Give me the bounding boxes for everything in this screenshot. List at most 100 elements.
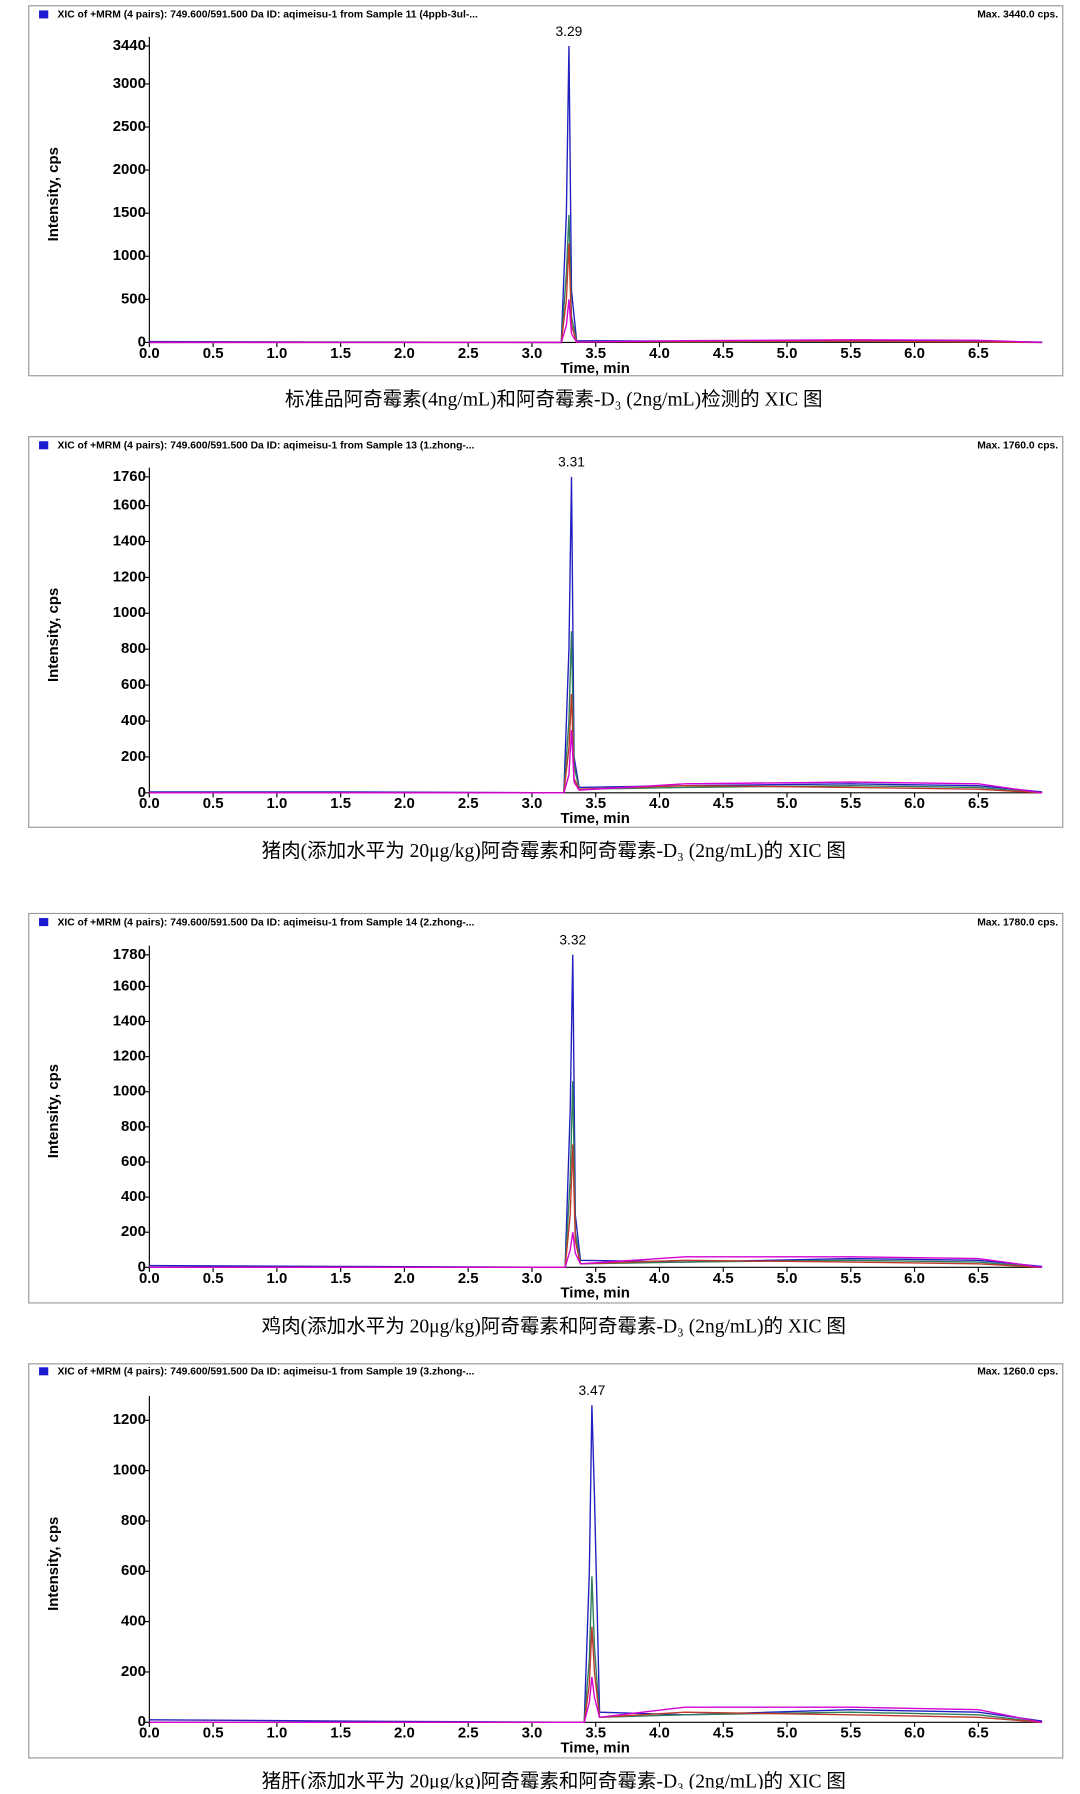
x-tick-label: 2.5 [458, 345, 479, 362]
x-tick-label: 0.5 [203, 1725, 224, 1742]
peak-label: 3.47 [578, 1383, 605, 1398]
peak-label: 3.29 [556, 24, 583, 39]
header-icon [39, 1367, 49, 1376]
trace [149, 243, 1043, 344]
trace [149, 1232, 1043, 1269]
x-tick-label: 5.5 [840, 1725, 861, 1742]
x-tick-label: 4.5 [713, 795, 734, 812]
caption: 猪肉(添加水平为 20μg/kg)阿奇霉素和阿奇霉素-D₃ (2ng/mL)的 … [262, 840, 846, 862]
y-tick-label: 2500 [113, 118, 146, 135]
x-axis-label: Time, min [560, 1285, 629, 1302]
caption: 标准品阿奇霉素(4ng/mL)和阿奇霉素-D₃ (2ng/mL)检测的 XIC … [285, 389, 822, 411]
x-axis-label: Time, min [560, 810, 629, 827]
x-tick-label: 6.5 [968, 795, 989, 812]
trace [149, 299, 1043, 344]
x-tick-label: 3.5 [585, 795, 606, 812]
x-tick-label: 1.0 [267, 345, 288, 362]
x-tick-label: 6.5 [968, 1270, 989, 1287]
header-icon [39, 918, 49, 927]
x-tick-label: 6.5 [968, 345, 989, 362]
y-tick-label: 2000 [113, 161, 146, 178]
x-tick-label: 3.0 [522, 1270, 543, 1287]
trace [149, 694, 1043, 794]
y-tick-label: 1200 [113, 1048, 146, 1065]
x-tick-label: 4.0 [649, 795, 670, 812]
header: XIC of +MRM (4 pairs): 749.600/591.500 D… [57, 917, 474, 928]
x-tick-label: 5.0 [777, 1270, 798, 1287]
y-tick-label: 600 [121, 1562, 146, 1579]
x-tick-label: 4.5 [713, 1270, 734, 1287]
y-tick-label: 500 [121, 290, 146, 307]
x-tick-label: 3.0 [522, 1725, 543, 1742]
x-tick-label: 4.5 [713, 1725, 734, 1742]
header: XIC of +MRM (4 pairs): 749.600/591.500 D… [57, 1367, 474, 1378]
x-tick-label: 3.5 [585, 1725, 606, 1742]
y-tick-label: 200 [121, 1223, 146, 1240]
y-tick-label: 600 [121, 1153, 146, 1170]
y-tick-label: 600 [121, 676, 146, 693]
max-label: Max. 1760.0 cps. [977, 441, 1058, 452]
y-tick-label: 1600 [113, 977, 146, 994]
x-axis-label: Time, min [560, 1740, 629, 1757]
y-tick-label: 3440 [113, 37, 146, 54]
panel-frame [28, 1363, 1064, 1759]
x-tick-label: 5.0 [777, 1725, 798, 1742]
y-tick-label: 1000 [113, 604, 146, 621]
y-tick-label: 1200 [113, 568, 146, 585]
y-tick-label: 1200 [113, 1411, 146, 1428]
trace [149, 46, 1043, 344]
y-tick-label: 0 [138, 784, 146, 801]
y-tick-label: 400 [121, 1188, 146, 1205]
trace [149, 214, 1043, 344]
y-tick-label: 0 [138, 1713, 146, 1730]
y-tick-label: 400 [121, 712, 146, 729]
x-tick-label: 5.5 [840, 1270, 861, 1287]
x-tick-label: 4.0 [649, 1270, 670, 1287]
trace [149, 1144, 1043, 1269]
y-tick-label: 800 [121, 640, 146, 657]
x-tick-label: 6.0 [904, 1725, 925, 1742]
panel-frame [28, 5, 1064, 377]
y-tick-label: 400 [121, 1613, 146, 1630]
panel-frame [28, 912, 1064, 1304]
x-tick-label: 5.0 [777, 795, 798, 812]
x-tick-label: 4.0 [649, 1725, 670, 1742]
x-tick-label: 3.5 [585, 345, 606, 362]
x-tick-label: 5.5 [840, 795, 861, 812]
x-tick-label: 1.0 [267, 1270, 288, 1287]
y-tick-label: 0 [138, 333, 146, 350]
y-tick-label: 1000 [113, 1083, 146, 1100]
x-tick-label: 0.5 [203, 795, 224, 812]
header-icon [39, 10, 49, 19]
x-tick-label: 2.5 [458, 1725, 479, 1742]
y-axis-label: Intensity, cps [45, 588, 62, 682]
x-tick-label: 2.0 [394, 345, 415, 362]
x-tick-label: 6.0 [904, 345, 925, 362]
x-tick-label: 1.5 [330, 1725, 351, 1742]
y-axis-label: Intensity, cps [45, 147, 62, 241]
y-tick-label: 1400 [113, 1012, 146, 1029]
y-tick-label: 1400 [113, 532, 146, 549]
x-tick-label: 1.0 [267, 1725, 288, 1742]
y-tick-label: 1500 [113, 204, 146, 221]
trace [149, 729, 1043, 794]
header: XIC of +MRM (4 pairs): 749.600/591.500 D… [57, 441, 474, 452]
x-tick-label: 0.0 [139, 795, 160, 812]
x-tick-label: 6.0 [904, 1270, 925, 1287]
max-label: Max. 1260.0 cps. [977, 1367, 1058, 1378]
y-axis-label: Intensity, cps [45, 1517, 62, 1611]
x-tick-label: 2.5 [458, 1270, 479, 1287]
trace [149, 1405, 1043, 1724]
x-tick-label: 4.5 [713, 345, 734, 362]
caption: 鸡肉(添加水平为 20μg/kg)阿奇霉素和阿奇霉素-D₃ (2ng/mL)的 … [262, 1316, 846, 1338]
trace [149, 1676, 1043, 1723]
x-axis-label: Time, min [560, 360, 629, 377]
y-tick-label: 1780 [113, 946, 146, 963]
x-tick-label: 2.0 [394, 1270, 415, 1287]
header-icon [39, 441, 49, 450]
y-tick-label: 800 [121, 1512, 146, 1529]
trace [149, 1081, 1043, 1269]
y-tick-label: 1000 [113, 1462, 146, 1479]
x-tick-label: 1.5 [330, 795, 351, 812]
